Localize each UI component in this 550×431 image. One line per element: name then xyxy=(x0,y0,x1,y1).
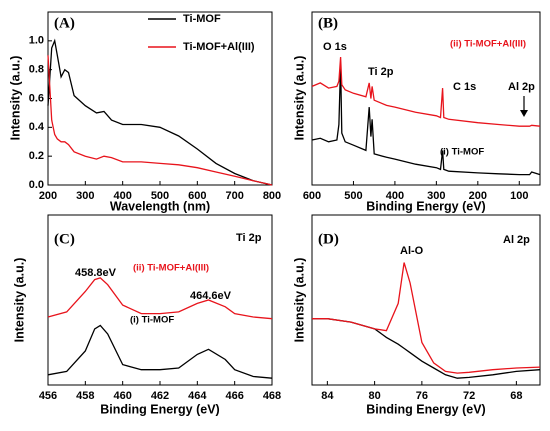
annotation: Ti 2p xyxy=(236,232,262,244)
y-axis-label: Intensity (a.u.) xyxy=(292,56,306,141)
y-tick-label: 0.6 xyxy=(29,92,44,104)
x-axis-label: Binding Energy (eV) xyxy=(100,402,219,416)
y-tick-label: 1.0 xyxy=(29,35,44,47)
series-line xyxy=(47,55,273,186)
y-axis-label: Intensity (a.u.) xyxy=(8,56,22,141)
legend-label: Ti-MOF+Al(III) xyxy=(183,41,255,53)
annotation: Al 2p xyxy=(508,81,535,93)
x-tick-label: 456 xyxy=(39,390,57,402)
annotation: 464.6eV xyxy=(190,290,232,302)
x-tick-label: 700 xyxy=(225,190,243,202)
x-tick-label: 76 xyxy=(416,390,428,402)
x-tick-label: 68 xyxy=(510,390,522,402)
x-axis-label: Wavelength (nm) xyxy=(110,199,210,213)
series-line xyxy=(311,63,541,176)
series-label: (ii) Ti-MOF+Al(III) xyxy=(133,263,209,274)
x-tick-label: 462 xyxy=(151,390,169,402)
x-tick-label: 466 xyxy=(225,390,243,402)
plot-frame xyxy=(311,214,541,386)
annotation: O 1s xyxy=(323,41,347,53)
series-line xyxy=(47,324,273,379)
annotation: 458.8eV xyxy=(75,267,117,279)
x-tick-label: 72 xyxy=(463,390,475,402)
series-line xyxy=(47,38,273,186)
x-tick-label: 300 xyxy=(427,190,445,202)
x-tick-label: 460 xyxy=(113,390,131,402)
panel-label: (A) xyxy=(54,15,75,31)
x-tick-label: 200 xyxy=(39,190,57,202)
x-tick-label: 468 xyxy=(263,390,281,402)
x-tick-label: 400 xyxy=(386,190,404,202)
panel-label: (C) xyxy=(54,231,75,247)
x-tick-label: 300 xyxy=(76,190,94,202)
x-tick-label: 200 xyxy=(469,190,487,202)
y-axis-label: Intensity (a.u.) xyxy=(12,258,26,343)
y-tick-label: 0.2 xyxy=(29,150,44,162)
y-tick-label: 0.4 xyxy=(29,121,45,133)
plot-frame xyxy=(47,11,273,186)
y-tick-label: 0.0 xyxy=(29,179,44,191)
x-tick-label: 600 xyxy=(188,190,206,202)
x-tick-label: 400 xyxy=(113,190,131,202)
x-axis-label: Binding Energy (eV) xyxy=(366,199,485,213)
legend-label: Ti-MOF xyxy=(183,13,221,25)
annotation: Ti 2p xyxy=(368,66,394,78)
series-label: (i) Ti-MOF xyxy=(440,147,484,158)
arrow-head xyxy=(520,110,528,117)
x-tick-label: 464 xyxy=(188,390,207,402)
annotation: C 1s xyxy=(453,81,476,93)
panel-label: (B) xyxy=(318,15,338,31)
x-tick-label: 500 xyxy=(344,190,362,202)
x-axis-label: Binding Energy (eV) xyxy=(366,402,485,416)
series-line xyxy=(311,56,541,127)
y-axis-label: Intensity (a.u.) xyxy=(292,258,306,343)
series-line xyxy=(47,277,273,320)
x-tick-label: 84 xyxy=(321,390,334,402)
series-label: (i) Ti-MOF xyxy=(130,315,174,326)
series-line xyxy=(312,262,541,374)
plot-frame xyxy=(311,11,541,186)
x-tick-label: 458 xyxy=(76,390,94,402)
x-tick-label: 800 xyxy=(263,190,281,202)
y-tick-label: 0.8 xyxy=(29,64,44,76)
panel-label: (D) xyxy=(318,231,339,247)
x-tick-label: 80 xyxy=(368,390,380,402)
series-label: (ii) Ti-MOF+Al(III) xyxy=(450,39,526,50)
annotation: Al-O xyxy=(400,245,424,257)
x-tick-label: 600 xyxy=(303,190,321,202)
x-tick-label: 500 xyxy=(151,190,169,202)
x-tick-label: 100 xyxy=(510,190,528,202)
annotation: Al 2p xyxy=(503,234,530,246)
